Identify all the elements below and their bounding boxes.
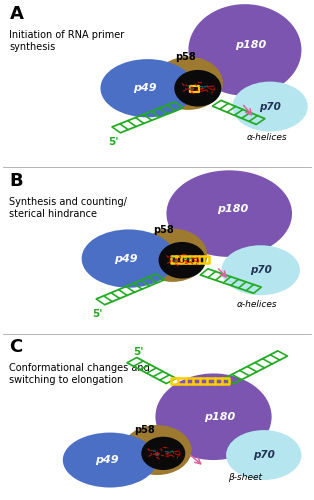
Text: p180: p180 <box>236 40 267 50</box>
Text: p70: p70 <box>250 265 272 275</box>
Ellipse shape <box>166 170 292 257</box>
Text: β-sheet: β-sheet <box>228 474 262 482</box>
Text: p58: p58 <box>153 226 174 235</box>
Ellipse shape <box>221 246 300 295</box>
Text: p49: p49 <box>133 83 156 93</box>
Text: p49: p49 <box>114 254 137 264</box>
Text: B: B <box>9 172 23 190</box>
Ellipse shape <box>100 59 195 118</box>
Text: Initiation of RNA primer
synthesis: Initiation of RNA primer synthesis <box>9 30 125 52</box>
Ellipse shape <box>188 4 301 96</box>
Text: 5': 5' <box>92 308 103 318</box>
Text: α-helices: α-helices <box>237 300 278 309</box>
Text: Synthesis and counting/
sterical hindrance: Synthesis and counting/ sterical hindran… <box>9 197 127 218</box>
Ellipse shape <box>154 56 223 110</box>
Ellipse shape <box>159 242 206 279</box>
Text: p180: p180 <box>217 204 248 214</box>
Ellipse shape <box>63 432 157 488</box>
Text: p58: p58 <box>134 425 155 435</box>
Text: A: A <box>9 5 23 23</box>
Text: p70: p70 <box>259 102 281 112</box>
Text: p49: p49 <box>95 455 118 465</box>
Text: p70: p70 <box>253 450 275 460</box>
Text: C: C <box>9 338 23 356</box>
Text: 5': 5' <box>108 136 118 146</box>
Ellipse shape <box>122 425 192 475</box>
Text: α-helices: α-helices <box>246 133 287 142</box>
Ellipse shape <box>82 230 176 288</box>
Text: 5': 5' <box>133 347 143 357</box>
Ellipse shape <box>226 430 301 480</box>
Text: p58: p58 <box>175 52 196 62</box>
Text: p180: p180 <box>204 412 236 422</box>
Ellipse shape <box>155 374 272 460</box>
Ellipse shape <box>138 228 207 282</box>
Ellipse shape <box>174 70 221 106</box>
Text: Conformational changes and
switching to elongation: Conformational changes and switching to … <box>9 364 150 385</box>
Ellipse shape <box>232 82 308 132</box>
Ellipse shape <box>141 436 185 470</box>
